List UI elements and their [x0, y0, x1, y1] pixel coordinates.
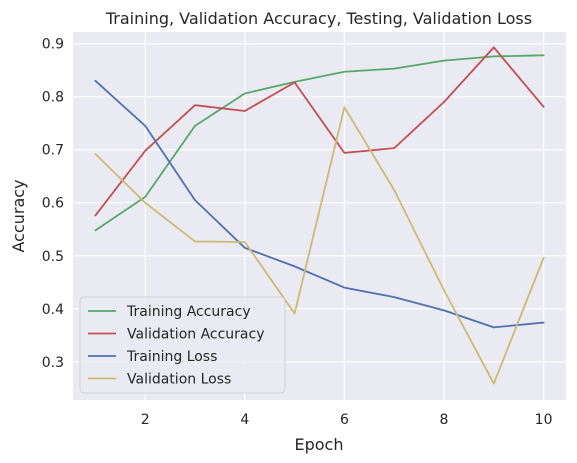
x-tick-label: 2 [141, 412, 150, 428]
y-axis-ticks: 0.3 0.4 0.5 0.6 0.7 0.8 0.9 [42, 37, 64, 371]
x-axis-label: Epoch [295, 435, 344, 454]
y-axis-label: Accuracy [9, 179, 28, 252]
x-axis-ticks: 2 4 6 8 10 [141, 412, 553, 428]
y-tick-label: 0.4 [42, 302, 64, 318]
y-tick-label: 0.8 [42, 90, 64, 106]
legend-box [79, 296, 286, 394]
series-line-validation-loss [94, 106, 545, 385]
series-line-validation-accuracy [94, 46, 545, 217]
legend-label: Validation Loss [127, 372, 231, 388]
y-tick-label: 0.7 [42, 143, 64, 159]
series-lines [94, 46, 545, 385]
y-tick-label: 0.5 [42, 249, 64, 265]
y-tick-label: 0.6 [42, 196, 64, 212]
x-tick-label: 6 [340, 412, 349, 428]
legend-label: Validation Accuracy [127, 327, 265, 343]
y-tick-label: 0.9 [42, 37, 64, 53]
x-tick-label: 8 [440, 412, 449, 428]
legend-label: Training Loss [126, 349, 217, 365]
legend-label: Training Accuracy [126, 304, 251, 320]
x-tick-label: 10 [535, 412, 553, 428]
chart-title: Training, Validation Accuracy, Testing, … [105, 9, 532, 28]
series-line-training-loss [94, 79, 545, 329]
x-tick-label: 4 [240, 412, 249, 428]
y-tick-label: 0.3 [42, 355, 64, 371]
legend: Training Accuracy Validation Accuracy Trai… [79, 296, 286, 394]
